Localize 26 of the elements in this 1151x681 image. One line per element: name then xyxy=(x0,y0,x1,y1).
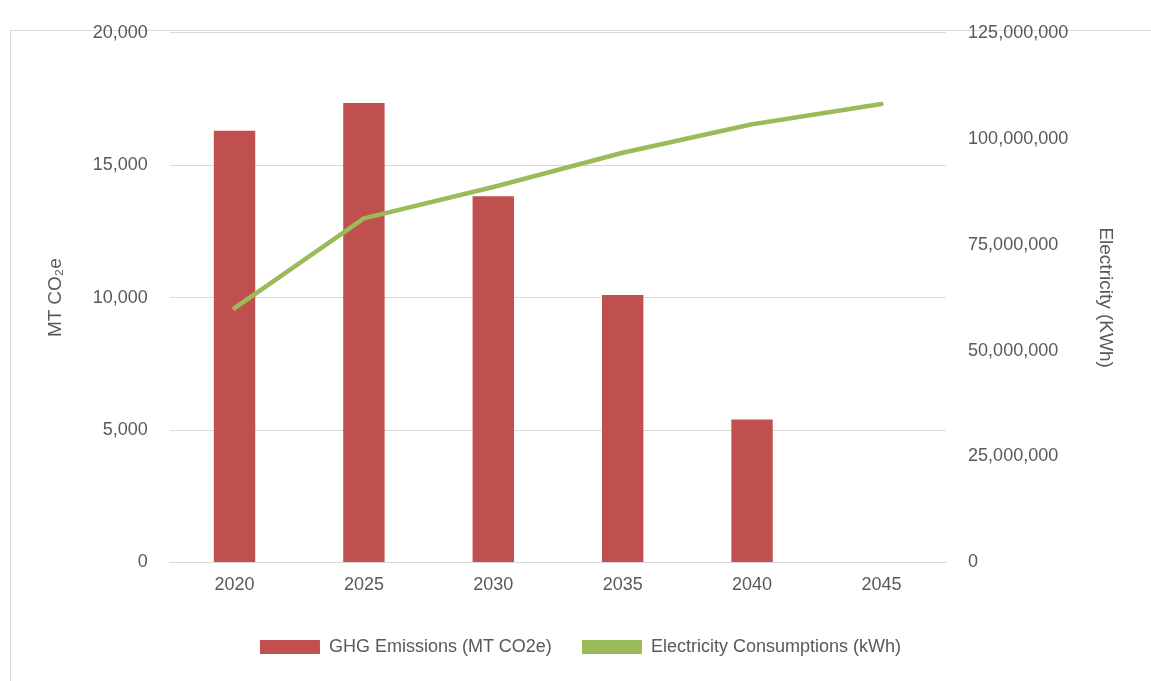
y-axis-title: MT CO₂e xyxy=(43,258,65,338)
y2-tick-label: 25,000,000 xyxy=(968,445,1059,466)
y2-tick-label: 50,000,000 xyxy=(968,339,1059,360)
bar xyxy=(343,102,385,562)
legend-label: Electricity Consumptions (kWh) xyxy=(650,635,902,656)
bar xyxy=(601,294,644,562)
y-tick-label: 15,000 xyxy=(92,154,148,175)
x-tick-label: 2020 xyxy=(214,574,255,595)
x-tick-label: 2045 xyxy=(861,574,902,595)
bar xyxy=(731,419,773,562)
bar xyxy=(472,196,514,562)
y-tick-label: 20,000 xyxy=(92,21,148,42)
y2-tick-label: 75,000,000 xyxy=(968,233,1059,254)
y-tick-label: 5,000 xyxy=(102,418,148,439)
y2-tick-label: 125,000,000 xyxy=(968,21,1069,42)
y2-axis-title: Electricity (KWh) xyxy=(1096,227,1118,368)
bar xyxy=(213,130,256,562)
x-tick-label: 2035 xyxy=(602,574,643,595)
legend-label: GHG Emissions (MT CO2e) xyxy=(328,635,552,656)
x-tick-label: 2030 xyxy=(473,574,514,595)
y-tick-label: 10,000 xyxy=(92,286,148,307)
x-tick-label: 2040 xyxy=(732,574,773,595)
y2-tick-label: 0 xyxy=(968,551,979,572)
y2-tick-label: 100,000,000 xyxy=(968,127,1069,148)
y-tick-label: 0 xyxy=(137,551,148,572)
x-tick-label: 2025 xyxy=(343,574,384,595)
